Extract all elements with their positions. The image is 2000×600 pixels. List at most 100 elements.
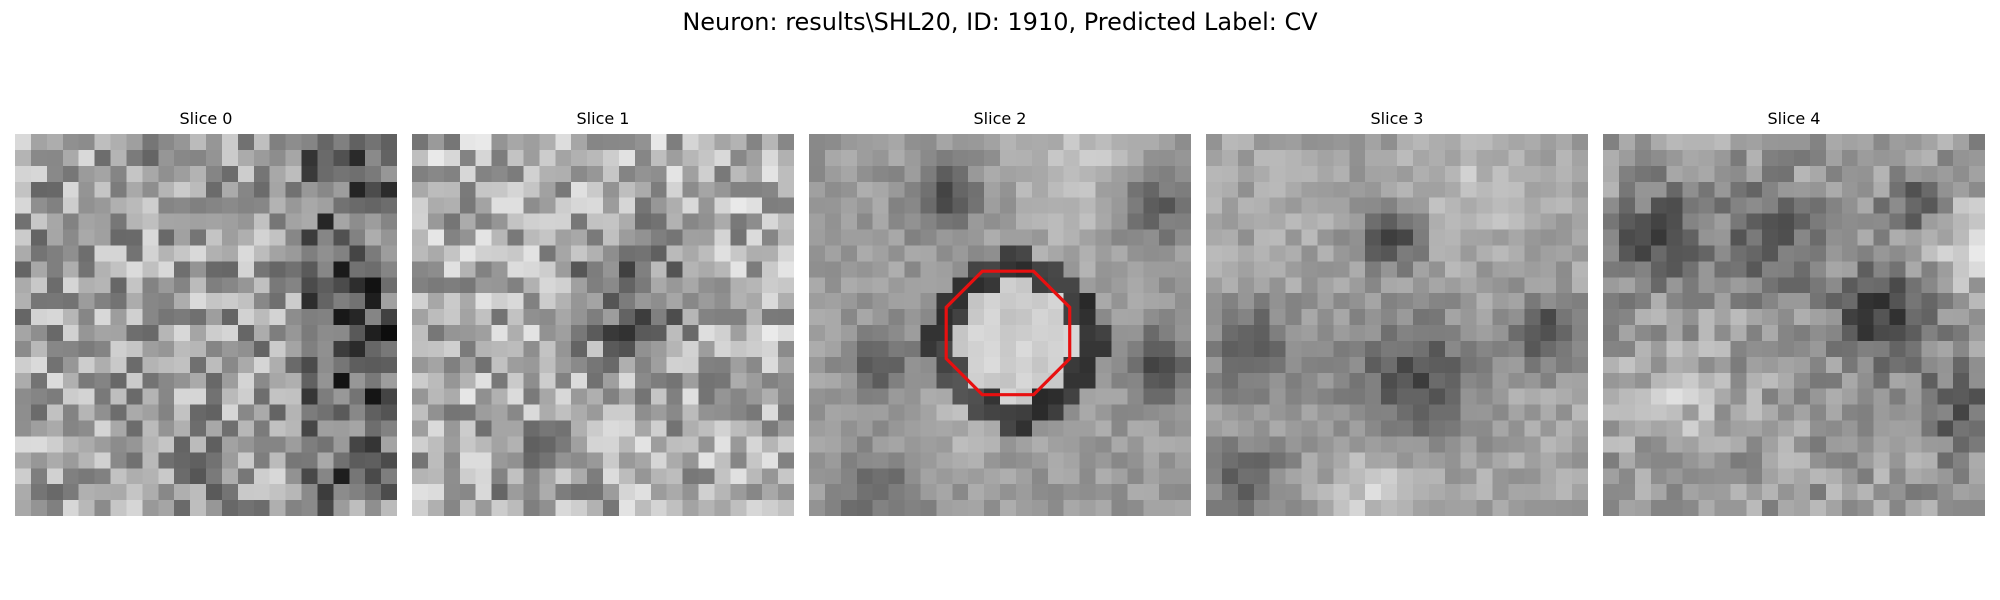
pixel: [1111, 452, 1128, 469]
pixel: [1159, 293, 1176, 310]
pixel: [1794, 404, 1811, 421]
pixel: [158, 309, 175, 326]
pixel: [1953, 197, 1970, 214]
pixel: [856, 436, 873, 453]
pixel: [1618, 277, 1636, 294]
pixel: [666, 372, 683, 389]
pixel: [1317, 468, 1334, 485]
pixel: [587, 309, 604, 326]
pixel: [968, 484, 985, 501]
pixel: [587, 277, 604, 294]
pixel: [1381, 325, 1398, 342]
pixel: [1650, 436, 1667, 453]
pixel: [1285, 340, 1302, 358]
pixel: [443, 213, 461, 230]
pixel: [1333, 436, 1350, 453]
pixel: [840, 404, 858, 421]
pixel: [221, 356, 239, 374]
pixel: [1428, 372, 1446, 389]
pixel: [317, 229, 334, 246]
pixel: [984, 293, 1001, 310]
pixel: [1031, 149, 1049, 167]
pixel: [94, 420, 111, 437]
pixel: [1143, 245, 1160, 262]
pixel: [666, 261, 683, 278]
pixel: [1618, 325, 1636, 342]
pixel: [1063, 468, 1080, 485]
pixel: [1460, 388, 1477, 405]
pixel: [1476, 404, 1493, 421]
pixel: [427, 468, 445, 485]
pixel: [1428, 340, 1446, 358]
pixel: [778, 277, 794, 294]
pixel: [46, 404, 64, 421]
pixel: [1047, 500, 1064, 516]
pixel: [142, 452, 159, 469]
pixel: [365, 197, 382, 214]
pixel: [618, 500, 636, 516]
pixel: [126, 213, 143, 230]
pixel: [1714, 325, 1731, 342]
pixel: [237, 484, 255, 501]
pixel: [190, 197, 207, 214]
pixel: [1143, 213, 1160, 230]
pixel: [94, 325, 111, 342]
pixel: [459, 388, 476, 405]
pixel: [1794, 356, 1811, 374]
pixel: [698, 197, 715, 214]
pixel: [872, 197, 889, 214]
pixel: [746, 197, 763, 214]
pixel: [698, 213, 715, 230]
pixel: [1524, 452, 1541, 469]
pixel: [714, 484, 731, 501]
pixel: [1857, 356, 1874, 374]
pixel: [443, 436, 461, 453]
pixel: [1492, 134, 1509, 151]
pixel: [1778, 245, 1795, 262]
pixel: [1556, 436, 1573, 453]
pixel: [1953, 181, 1970, 198]
pixel: [1031, 229, 1049, 246]
pixel: [1603, 181, 1620, 198]
pixel: [1381, 293, 1398, 310]
pixel: [555, 484, 572, 501]
pixel: [1285, 245, 1302, 262]
pixel: [1237, 149, 1255, 167]
pixel: [1095, 484, 1112, 501]
pixel: [507, 134, 524, 151]
pixel: [507, 149, 524, 167]
pixel: [221, 372, 239, 389]
pixel: [491, 245, 508, 262]
pixel: [1460, 340, 1477, 358]
pixel: [1809, 372, 1827, 389]
pixel: [174, 293, 191, 310]
pixel: [1428, 293, 1446, 310]
pixel: [778, 372, 794, 389]
pixel: [1237, 468, 1255, 485]
pixel: [888, 229, 905, 246]
pixel: [1650, 356, 1667, 374]
pixel: [1317, 484, 1334, 501]
pixel: [301, 340, 318, 358]
pixel: [1969, 420, 1985, 437]
pixel: [936, 149, 953, 167]
pixel: [872, 261, 889, 278]
pixel: [1603, 149, 1620, 167]
pixel: [491, 340, 508, 358]
pixel: [809, 404, 826, 421]
pixel: [110, 356, 127, 374]
pixel: [1111, 293, 1128, 310]
pixel: [840, 484, 858, 501]
pixel: [1492, 356, 1509, 374]
pixel: [634, 134, 652, 151]
pixel: [62, 197, 79, 214]
pixel: [952, 165, 969, 183]
pixel: [1444, 420, 1461, 437]
pixel: [15, 277, 32, 294]
pixel: [1857, 436, 1874, 453]
pixel: [15, 356, 32, 374]
pixel: [1825, 388, 1843, 405]
pixel: [1572, 261, 1588, 278]
pixel: [1778, 149, 1795, 167]
pixel: [1572, 229, 1588, 246]
